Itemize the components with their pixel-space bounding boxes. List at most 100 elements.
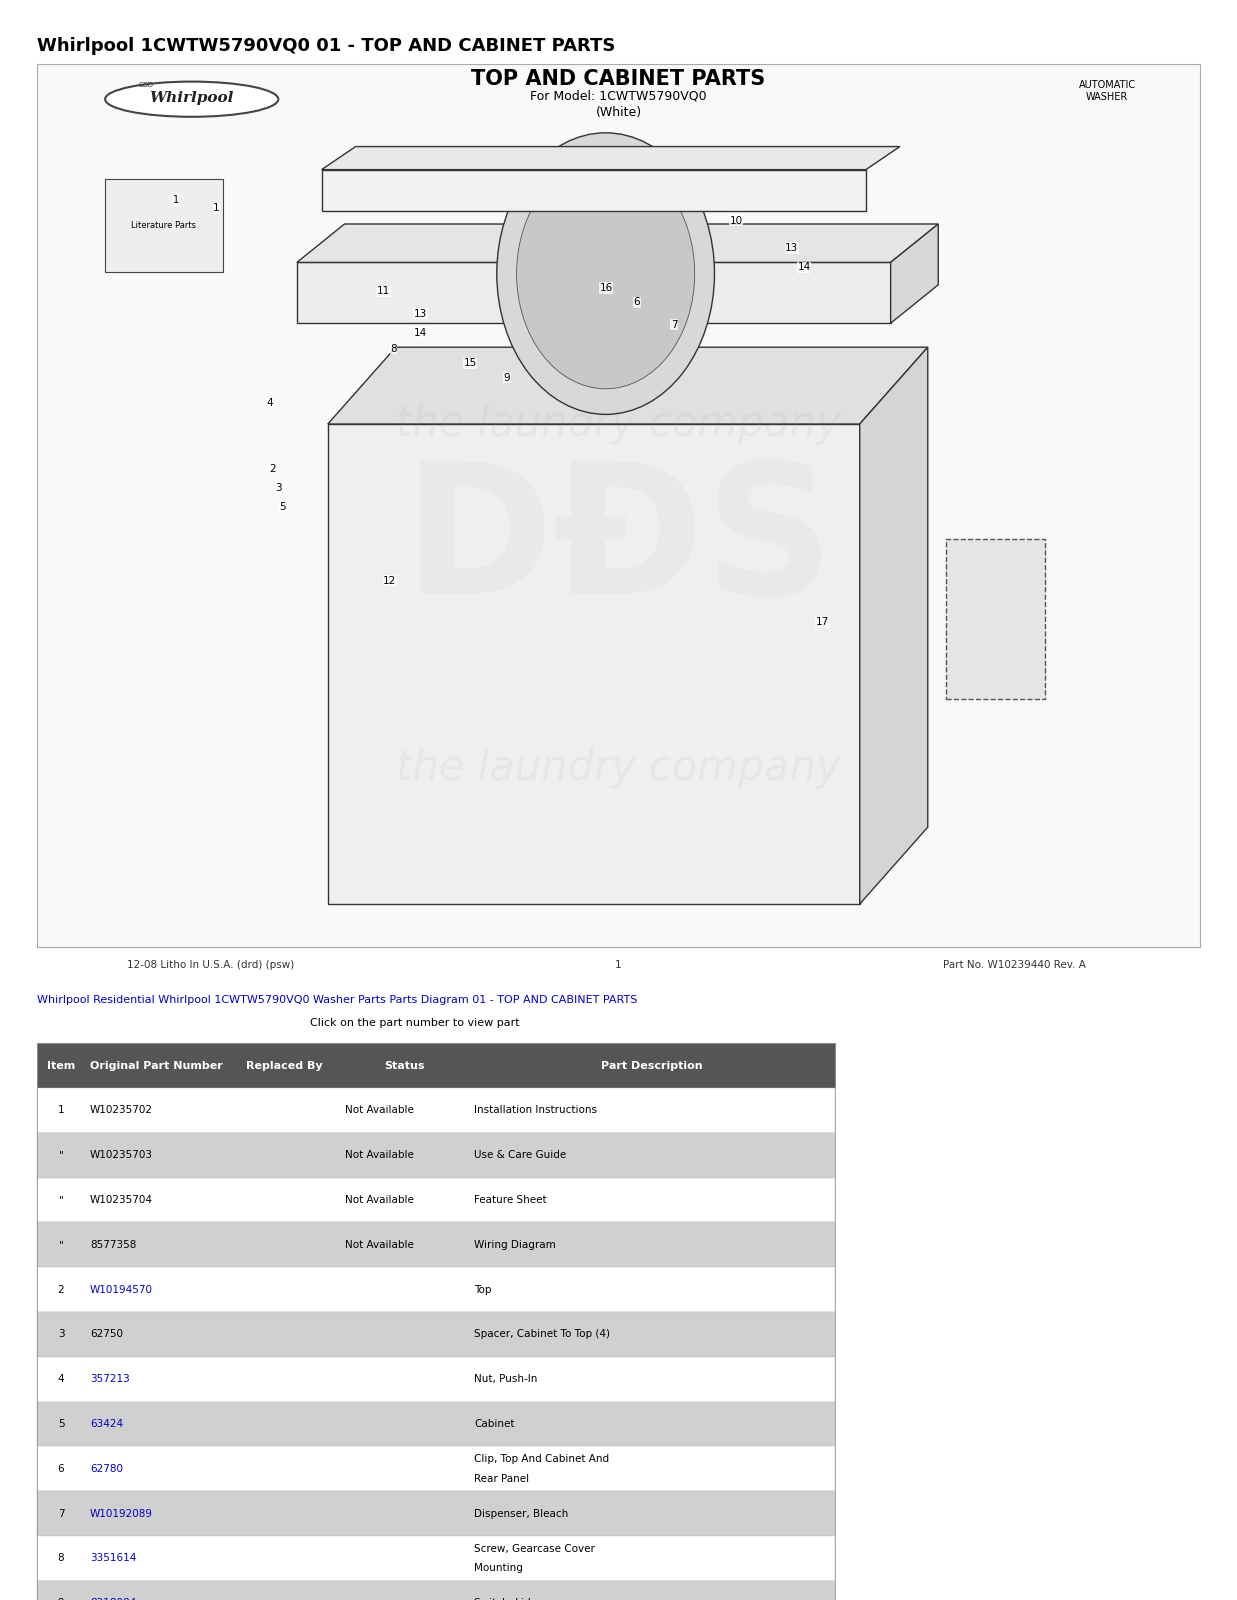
Text: 63424: 63424 — [90, 1419, 122, 1429]
Text: 2: 2 — [268, 464, 276, 474]
Text: 17: 17 — [816, 618, 829, 627]
Text: 1: 1 — [615, 960, 622, 970]
Text: 6: 6 — [58, 1464, 64, 1474]
Text: W10194570: W10194570 — [90, 1285, 153, 1294]
Text: 6: 6 — [633, 298, 641, 307]
FancyBboxPatch shape — [328, 424, 860, 904]
Text: Feature Sheet: Feature Sheet — [474, 1195, 547, 1205]
FancyBboxPatch shape — [37, 1581, 835, 1600]
FancyBboxPatch shape — [946, 539, 1045, 699]
Text: ": " — [58, 1240, 63, 1250]
Circle shape — [497, 133, 715, 414]
Text: 5: 5 — [278, 502, 286, 512]
FancyBboxPatch shape — [37, 1133, 835, 1178]
Text: 357213: 357213 — [90, 1374, 130, 1384]
Text: Top: Top — [474, 1285, 491, 1294]
Text: 8577358: 8577358 — [90, 1240, 136, 1250]
Text: Whirlpool Residential Whirlpool 1CWTW5790VQ0 Washer Parts Parts Diagram 01 - TOP: Whirlpool Residential Whirlpool 1CWTW579… — [37, 995, 637, 1005]
Text: 12: 12 — [383, 576, 396, 586]
Text: Not Available: Not Available — [345, 1240, 414, 1250]
FancyBboxPatch shape — [37, 1043, 835, 1088]
Text: 5: 5 — [58, 1419, 64, 1429]
Text: Whirlpool 1CWTW5790VQ0 01 - TOP AND CABINET PARTS: Whirlpool 1CWTW5790VQ0 01 - TOP AND CABI… — [37, 37, 616, 54]
FancyBboxPatch shape — [37, 1357, 835, 1402]
Text: 12-08 Litho In U.S.A. (drd) (psw): 12-08 Litho In U.S.A. (drd) (psw) — [126, 960, 294, 970]
Text: Use & Care Guide: Use & Care Guide — [474, 1150, 567, 1160]
Text: Clip, Top And Cabinet And: Clip, Top And Cabinet And — [474, 1454, 610, 1464]
Text: the laundry company: the laundry company — [396, 747, 841, 789]
Text: the laundry company: the laundry company — [396, 403, 841, 445]
Text: 9: 9 — [503, 373, 511, 382]
Text: Original Part Number: Original Part Number — [90, 1061, 223, 1070]
Text: 14: 14 — [798, 262, 810, 272]
Text: Click on the part number to view part: Click on the part number to view part — [309, 1018, 520, 1027]
Text: W10235704: W10235704 — [90, 1195, 153, 1205]
Text: Not Available: Not Available — [345, 1150, 414, 1160]
Text: 8318084: 8318084 — [90, 1598, 136, 1600]
Text: Dispenser, Bleach: Dispenser, Bleach — [474, 1509, 568, 1518]
Text: 9: 9 — [58, 1598, 64, 1600]
FancyBboxPatch shape — [37, 1536, 835, 1581]
FancyBboxPatch shape — [37, 1446, 835, 1491]
Text: ": " — [58, 1150, 63, 1160]
Text: the laundry company: the laundry company — [309, 1274, 606, 1302]
FancyBboxPatch shape — [322, 170, 866, 211]
Polygon shape — [328, 347, 928, 424]
Text: W10235702: W10235702 — [90, 1106, 153, 1115]
Text: 15: 15 — [464, 358, 476, 368]
Text: (White): (White) — [595, 106, 642, 118]
Text: 2: 2 — [58, 1285, 64, 1294]
Text: Part No. W10239440 Rev. A: Part No. W10239440 Rev. A — [943, 960, 1086, 970]
FancyBboxPatch shape — [37, 1402, 835, 1446]
Text: 1: 1 — [58, 1106, 64, 1115]
Text: Not Available: Not Available — [345, 1106, 414, 1115]
Text: 8: 8 — [58, 1554, 64, 1563]
Text: 4: 4 — [266, 398, 273, 408]
Polygon shape — [322, 147, 899, 170]
Text: W10235703: W10235703 — [90, 1150, 153, 1160]
Text: TOP AND CABINET PARTS: TOP AND CABINET PARTS — [471, 69, 766, 88]
FancyBboxPatch shape — [297, 262, 891, 323]
Text: Not Available: Not Available — [345, 1195, 414, 1205]
Text: Rear Panel: Rear Panel — [474, 1474, 529, 1483]
Text: GSD: GSD — [139, 82, 153, 88]
Text: Switch, Lid: Switch, Lid — [474, 1598, 531, 1600]
Polygon shape — [297, 224, 938, 262]
FancyBboxPatch shape — [37, 1491, 835, 1536]
Text: AUTOMATIC
WASHER: AUTOMATIC WASHER — [1079, 80, 1136, 101]
Ellipse shape — [105, 82, 278, 117]
Text: 62780: 62780 — [90, 1464, 122, 1474]
Text: Replaced By: Replaced By — [246, 1061, 323, 1070]
Text: 3351614: 3351614 — [90, 1554, 136, 1563]
Text: 8: 8 — [390, 344, 397, 354]
Text: 3: 3 — [58, 1330, 64, 1339]
FancyBboxPatch shape — [37, 1312, 835, 1357]
Text: 16: 16 — [600, 283, 612, 293]
Text: 13: 13 — [414, 309, 427, 318]
Text: Mounting: Mounting — [474, 1563, 523, 1573]
Text: Status: Status — [383, 1061, 424, 1070]
Text: Item: Item — [47, 1061, 75, 1070]
Text: Nut, Push-In: Nut, Push-In — [474, 1374, 538, 1384]
Text: 4: 4 — [58, 1374, 64, 1384]
FancyBboxPatch shape — [105, 179, 223, 272]
Text: 13: 13 — [785, 243, 798, 253]
Text: Part Description: Part Description — [601, 1061, 703, 1070]
Text: Screw, Gearcase Cover: Screw, Gearcase Cover — [474, 1544, 595, 1554]
Text: 14: 14 — [414, 328, 427, 338]
FancyBboxPatch shape — [37, 1222, 835, 1267]
Text: D&S: D&S — [332, 1365, 584, 1467]
Text: Wiring Diagram: Wiring Diagram — [474, 1240, 555, 1250]
Text: Cabinet: Cabinet — [474, 1419, 515, 1429]
Text: 1: 1 — [213, 203, 220, 213]
Circle shape — [517, 158, 695, 389]
Text: Literature Parts: Literature Parts — [131, 221, 197, 230]
Text: Spacer, Cabinet To Top (4): Spacer, Cabinet To Top (4) — [474, 1330, 610, 1339]
FancyBboxPatch shape — [37, 1267, 835, 1312]
Text: 1: 1 — [173, 195, 178, 205]
Text: 11: 11 — [377, 286, 390, 296]
Text: 7: 7 — [670, 320, 678, 330]
FancyBboxPatch shape — [37, 1088, 835, 1133]
Text: ": " — [58, 1195, 63, 1205]
Text: 10: 10 — [730, 216, 742, 226]
